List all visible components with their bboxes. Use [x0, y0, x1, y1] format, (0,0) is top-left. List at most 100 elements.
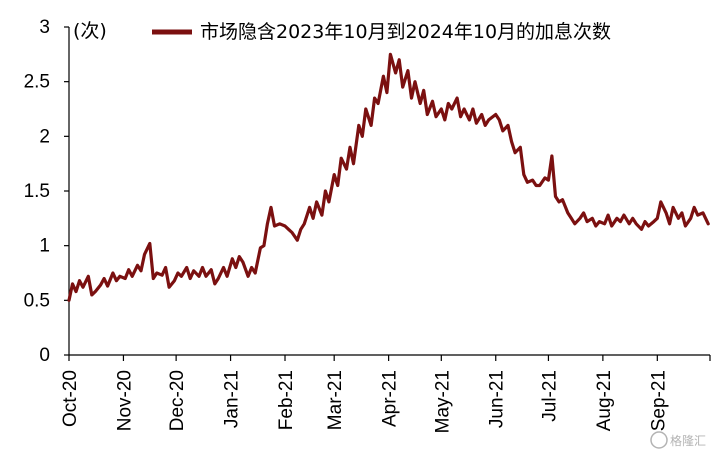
data-point — [684, 225, 687, 227]
data-point — [94, 291, 96, 293]
data-point — [460, 116, 462, 118]
data-point — [156, 272, 158, 274]
data-point — [270, 206, 272, 208]
data-point — [395, 72, 397, 74]
data-point — [472, 108, 474, 110]
data-point — [693, 206, 695, 208]
data-point — [78, 280, 81, 282]
data-point — [623, 214, 625, 216]
data-point — [558, 201, 560, 203]
data-point — [619, 221, 622, 223]
data-point — [628, 223, 630, 225]
data-point — [604, 223, 606, 225]
data-point — [242, 261, 244, 263]
data-point — [677, 217, 680, 219]
data-point — [495, 113, 497, 116]
data-point — [574, 223, 576, 225]
data-point — [222, 266, 225, 269]
data-point — [259, 247, 261, 249]
data-point — [539, 184, 541, 187]
series-layer — [67, 52, 710, 302]
data-point — [447, 102, 449, 105]
data-point — [616, 217, 618, 219]
data-point — [173, 280, 175, 282]
data-point — [502, 130, 504, 132]
x-tick-label: Mar-21 — [325, 370, 346, 430]
data-point — [481, 113, 483, 116]
data-point — [273, 225, 276, 227]
data-point — [435, 116, 437, 118]
data-point — [263, 245, 265, 247]
data-point — [165, 266, 167, 269]
data-point — [579, 217, 581, 219]
data-point — [177, 272, 179, 274]
data-point — [498, 119, 500, 121]
data-point — [423, 89, 425, 91]
data-point — [287, 228, 290, 230]
data-point — [284, 225, 286, 227]
data-point — [484, 124, 486, 126]
data-point — [112, 272, 114, 274]
data-point — [523, 174, 525, 176]
data-point — [665, 212, 667, 214]
data-point — [591, 217, 593, 219]
data-point — [374, 97, 376, 99]
data-point — [586, 221, 588, 223]
data-point — [681, 212, 683, 214]
data-point — [180, 275, 182, 277]
data-point — [656, 217, 658, 219]
gelonghui-logo-icon — [650, 431, 668, 449]
x-tick-label: Nov-20 — [114, 370, 135, 431]
data-point — [251, 266, 253, 269]
data-point — [312, 217, 314, 219]
data-point — [71, 283, 74, 285]
data-point — [266, 223, 268, 225]
data-point — [205, 275, 207, 277]
x-tick-label: Oct-20 — [60, 370, 81, 427]
data-point — [440, 108, 442, 110]
x-tick-label: Aug-21 — [594, 370, 615, 431]
data-point — [214, 283, 216, 285]
data-point — [226, 275, 228, 277]
data-point — [328, 201, 330, 203]
data-point — [254, 272, 256, 274]
data-point — [140, 270, 142, 272]
data-point — [419, 102, 421, 105]
data-point — [382, 75, 384, 77]
y-tick-label: 1.5 — [24, 181, 50, 202]
data-point — [186, 266, 188, 269]
data-point — [103, 277, 105, 280]
data-point — [426, 113, 428, 116]
data-point — [611, 225, 613, 227]
data-point — [217, 277, 219, 280]
y-tick-label: 2 — [39, 126, 50, 147]
data-point — [431, 100, 434, 102]
data-point — [291, 231, 293, 234]
x-axis: Oct-20 Nov-20 Dec-20 Jan-21 Feb-21 Mar-21 Apr-… — [60, 354, 711, 433]
data-point — [635, 223, 637, 225]
data-point — [349, 146, 351, 148]
data-point — [75, 291, 77, 293]
data-point — [193, 270, 195, 272]
data-point — [115, 280, 117, 282]
data-point — [535, 184, 537, 187]
data-point — [247, 275, 249, 277]
data-point — [68, 299, 70, 301]
data-point — [386, 92, 388, 94]
data-point — [119, 275, 121, 277]
data-point — [168, 286, 170, 288]
data-point — [451, 108, 453, 110]
data-point — [300, 228, 302, 230]
data-point — [316, 201, 318, 203]
data-point — [352, 163, 355, 165]
data-point — [475, 122, 477, 124]
data-point — [131, 275, 133, 277]
data-point — [136, 264, 139, 266]
data-point — [389, 53, 391, 55]
data-point — [690, 217, 692, 219]
data-point — [551, 155, 553, 157]
data-point — [235, 266, 237, 269]
data-point — [607, 214, 609, 216]
data-point — [632, 217, 634, 219]
